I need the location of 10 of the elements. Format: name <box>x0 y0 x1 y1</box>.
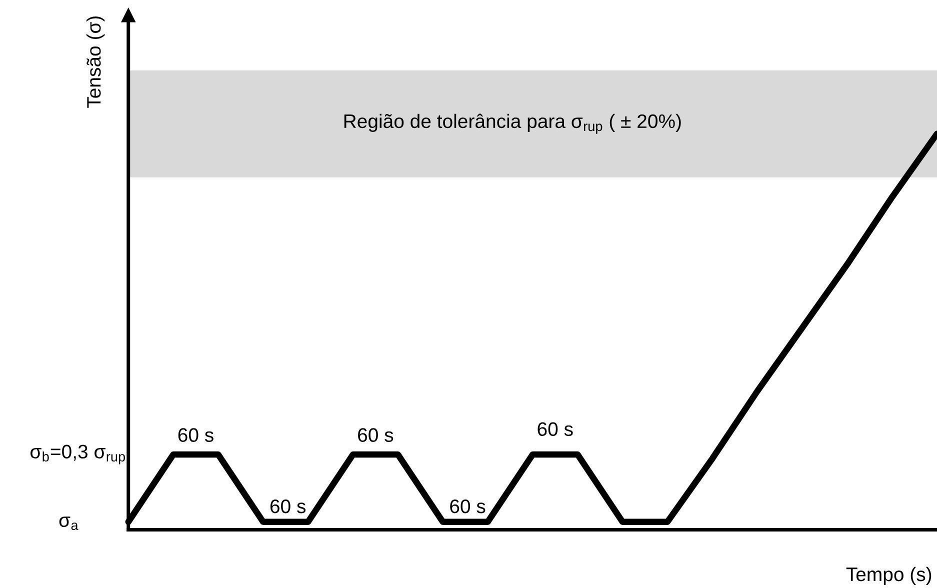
text: σ$_{b}$=0,3 σ$_{rup}$ <box>30 444 126 464</box>
annotation: 60 s <box>178 428 214 442</box>
y-axis-title: Tensão (σ) <box>86 16 105 108</box>
annotation: 60 s <box>538 422 573 436</box>
text: σ$_{a}$ <box>59 516 78 530</box>
x-axis-title: Tempo (s) <box>846 566 932 586</box>
annotation: 60 s <box>270 499 306 514</box>
annotation: 60 s <box>450 499 486 514</box>
annotation: 60 s <box>358 428 394 442</box>
band-label: Região de tolerância para σ$_{rup}$ ( ± 20%) <box>344 114 681 134</box>
